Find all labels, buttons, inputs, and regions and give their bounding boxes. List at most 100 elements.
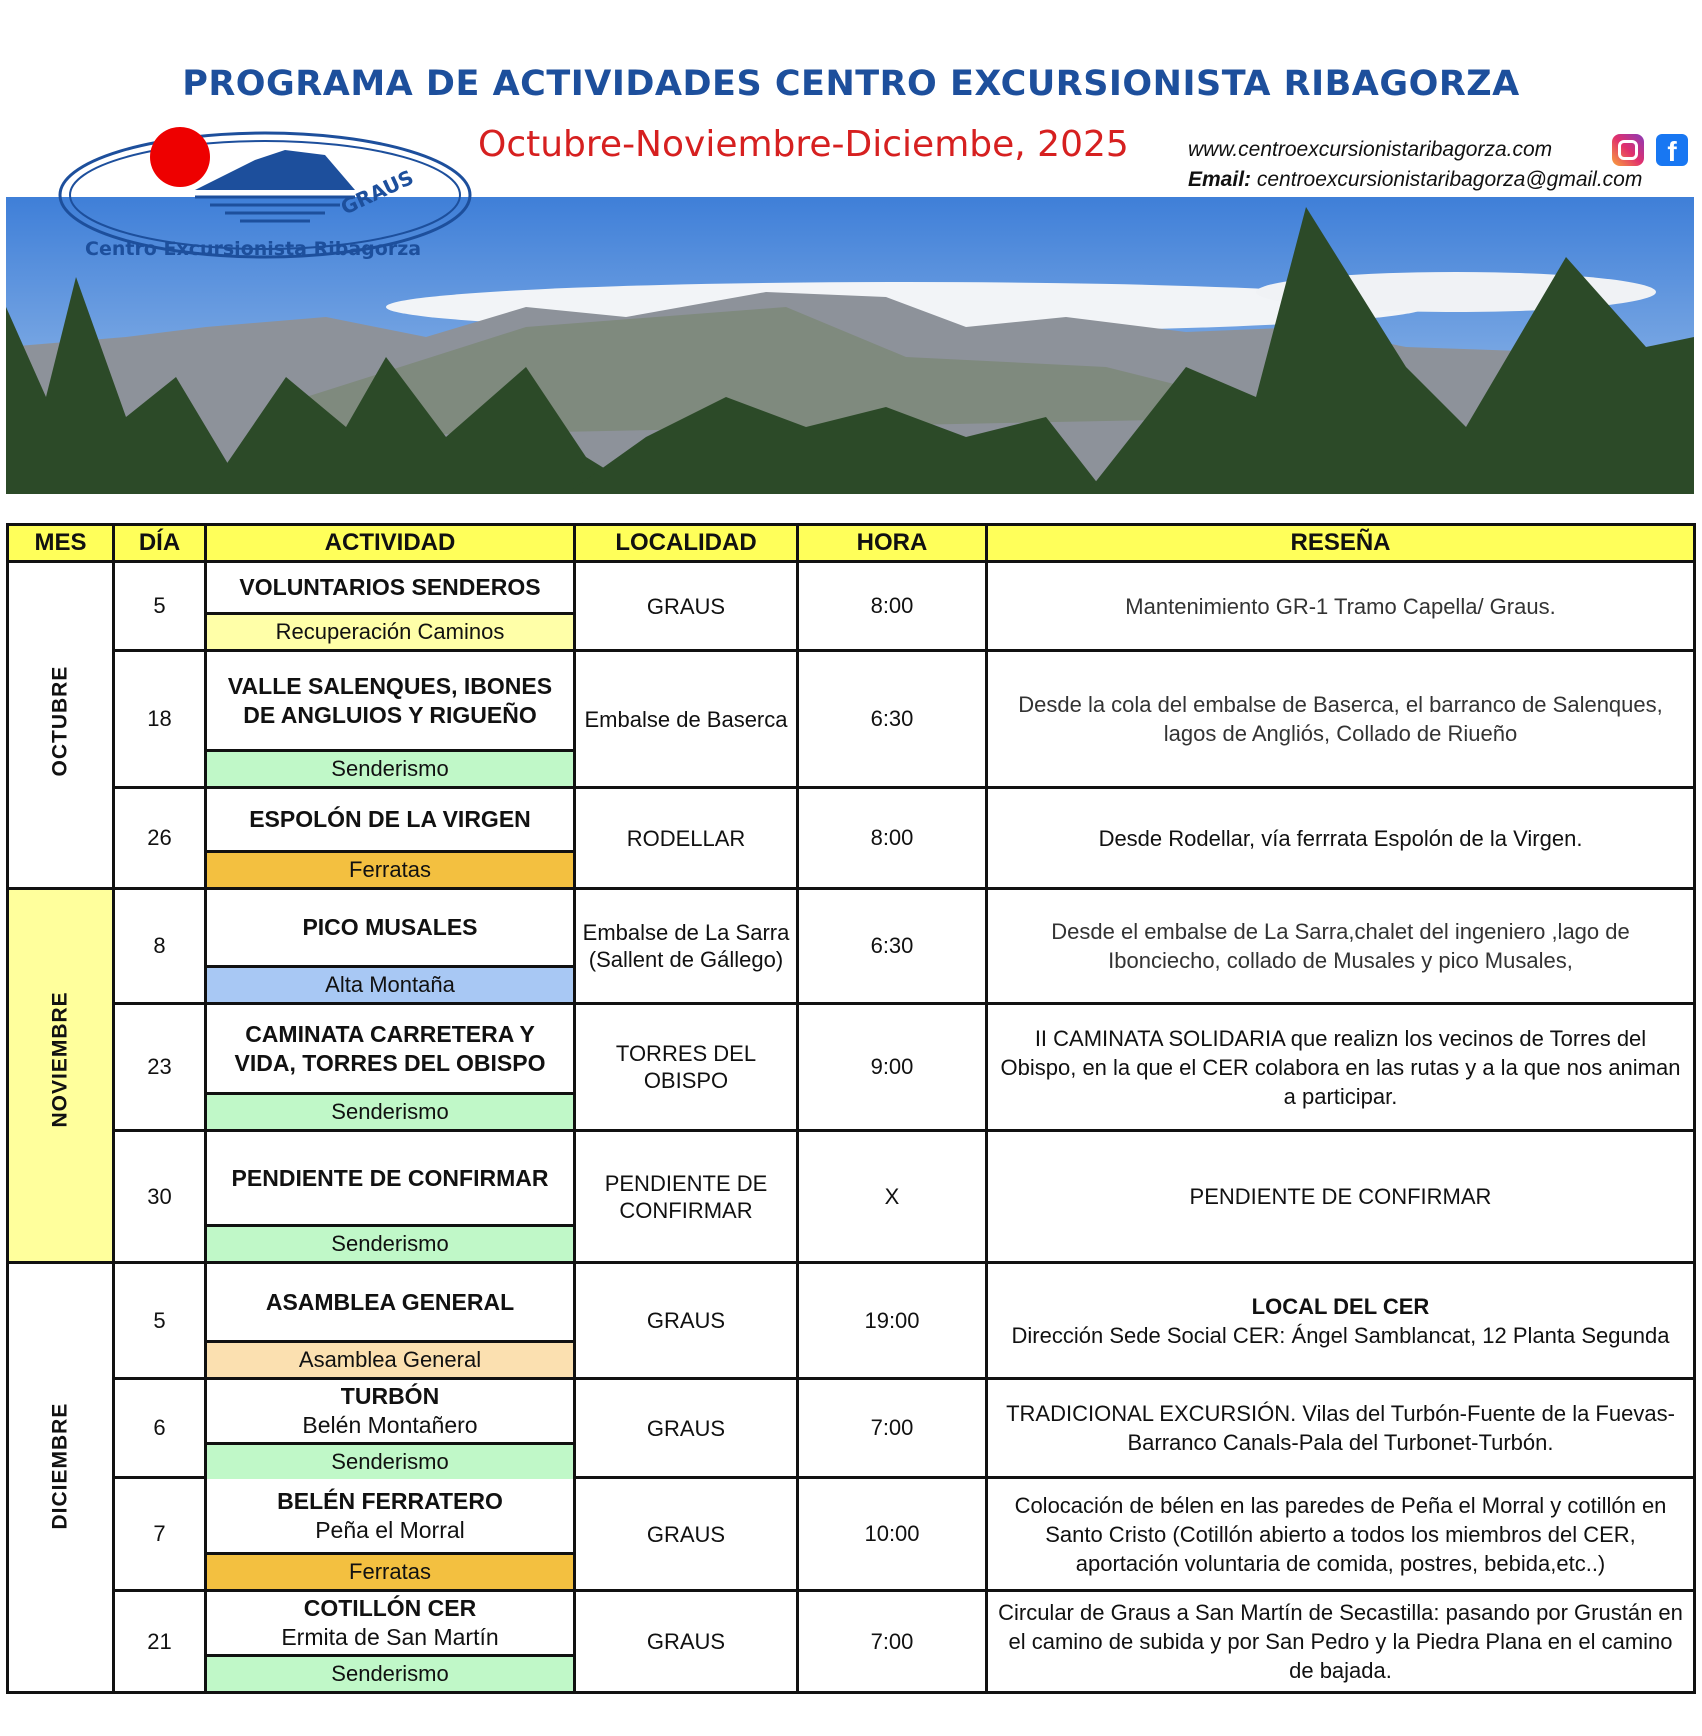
category-badge: Senderismo [207, 1445, 573, 1479]
time-cell: 7:00 [796, 1377, 988, 1479]
month-cell: DICIEMBRE [6, 1261, 115, 1694]
review-cell: Circular de Graus a San Martín de Secast… [985, 1589, 1696, 1694]
place-cell: GRAUS [573, 1476, 799, 1592]
day-cell: 7 [112, 1476, 207, 1592]
table-row: 6 TURBÓN Belén Montañero Senderismo GRAUS 7:0… [8, 1377, 1696, 1479]
place-cell: GRAUS [573, 560, 799, 652]
table-row: 21 COTILLÓN CER Ermita de San Martín Sender… [8, 1589, 1696, 1694]
table-row: DICIEMBRE 5 ASAMBLEA GENERAL Asamblea Gener… [6, 1261, 1696, 1694]
place-cell: Embalse de Baserca [573, 649, 799, 789]
place-cell: PENDIENTE DE CONFIRMAR [573, 1129, 799, 1264]
table-row: OCTUBRE 5 VOLUNTARIOS SENDEROS Recuperación… [6, 560, 1696, 890]
category-badge: Ferratas [207, 853, 573, 887]
day-cell: 5 [112, 560, 207, 652]
review-cell: LOCAL DEL CER Dirección Sede Social CER: … [985, 1261, 1696, 1380]
category-badge: Alta Montaña [207, 968, 573, 1002]
activity-title: PENDIENTE DE CONFIRMAR [231, 1164, 549, 1191]
club-logo: GRAUS Centro Excursionista Ribagorza [55, 125, 475, 300]
time-cell: 19:00 [796, 1261, 988, 1380]
facebook-icon[interactable]: f [1656, 134, 1688, 167]
review-heading: LOCAL DEL CER [1251, 1293, 1430, 1319]
website-link[interactable]: www.centroexcursionistaribagorza.com [1188, 138, 1553, 161]
page-subtitle: Octubre-Noviembre-Diciembe, 2025 [478, 124, 1129, 165]
column-header: LOCALIDAD [573, 523, 799, 563]
social-links: f [1612, 134, 1688, 167]
page-title: PROGRAMA DE ACTIVIDADES CENTRO EXCURSION… [182, 64, 1520, 104]
activity-cell: PENDIENTE DE CONFIRMAR Senderismo [204, 1129, 576, 1264]
place-cell: TORRES DEL OBISPO [573, 1002, 799, 1132]
header-photo [6, 197, 1694, 494]
day-cell: 6 [112, 1377, 207, 1479]
time-cell: 8:00 [796, 786, 988, 890]
review-cell: PENDIENTE DE CONFIRMAR [985, 1129, 1696, 1264]
email-link[interactable]: centroexcursionistaribagorza@gmail.com [1256, 168, 1643, 191]
activity-title: ASAMBLEA GENERAL [265, 1288, 515, 1315]
day-cell: 8 [112, 887, 207, 1005]
time-cell: 8:00 [796, 560, 988, 652]
column-header: MES [6, 523, 115, 563]
review-text: II CAMINATA SOLIDARIA que realizn los ve… [1000, 1025, 1681, 1109]
place-cell: RODELLAR [573, 786, 799, 890]
review-cell: TRADICIONAL EXCURSIÓN. Vilas del Turbón-… [985, 1377, 1696, 1479]
activity-title: BELÉN FERRATERO [277, 1487, 503, 1514]
activity-title: PICO MUSALES [302, 914, 478, 940]
day-cell: 5 [112, 1261, 207, 1380]
svg-text:Centro Excursionista Ribagor: Centro Excursionista Ribagorza [85, 238, 421, 260]
day-cell: 26 [112, 786, 207, 890]
category-badge: Senderismo [207, 1657, 573, 1691]
review-cell: II CAMINATA SOLIDARIA que realizn los ve… [985, 1002, 1696, 1132]
review-text: Mantenimiento GR-1 Tramo Capella/ Graus. [1125, 593, 1556, 619]
time-cell: 6:30 [796, 649, 988, 789]
review-text: Colocación de bélen en las paredes de Pe… [1014, 1492, 1667, 1576]
activity-title: VALLE SALENQUES, IBONES DE ANGLUIOS Y RI… [227, 672, 553, 728]
review-cell: Desde Rodellar, vía ferrrata Espolón de … [985, 786, 1696, 890]
activity-title: TURBÓN [340, 1383, 440, 1409]
review-text: Desde Rodellar, vía ferrrata Espolón de … [1098, 825, 1583, 851]
time-cell: 9:00 [796, 1002, 988, 1132]
activity-title: CAMINATA CARRETERA Y VIDA, TORRES DEL OB… [234, 1020, 546, 1076]
instagram-icon[interactable] [1612, 134, 1644, 166]
review-cell: Desde la cola del embalse de Baserca, el… [985, 649, 1696, 789]
place-cell: GRAUS [573, 1589, 799, 1694]
activity-cell: VALLE SALENQUES, IBONES DE ANGLUIOS Y RI… [204, 649, 576, 789]
category-badge: Ferratas [207, 1555, 573, 1589]
email-label: Email: [1188, 168, 1252, 191]
time-cell: 7:00 [796, 1589, 988, 1694]
day-cell: 18 [112, 649, 207, 789]
activity-cell: PICO MUSALES Alta Montaña [204, 887, 576, 1005]
review-text: TRADICIONAL EXCURSIÓN. Vilas del Turbón-… [1006, 1401, 1675, 1455]
review-text: Desde la cola del embalse de Baserca, el… [1018, 692, 1663, 746]
month-cell: OCTUBRE [6, 560, 115, 890]
email-line: Email: centroexcursionistaribagorza@gmai… [1188, 168, 1642, 192]
category-badge: Senderismo [207, 752, 573, 786]
review-cell: Desde el embalse de La Sarra,chalet del … [985, 887, 1696, 1005]
column-header: HORA [796, 523, 988, 563]
activity-subtitle: Ermita de San Martín [281, 1624, 499, 1650]
activity-cell: VOLUNTARIOS SENDEROS Recuperación Caminos [204, 560, 576, 652]
place-cell: GRAUS [573, 1261, 799, 1380]
day-cell: 23 [112, 1002, 207, 1132]
table-row: 23 CAMINATA CARRETERA Y VIDA, TORRES DEL … [8, 1002, 1696, 1132]
activity-subtitle: Peña el Morral [315, 1516, 465, 1543]
activity-title: COTILLÓN CER [303, 1595, 477, 1621]
table-row: 7 BELÉN FERRATERO Peña el Morral Ferratas GR… [8, 1476, 1696, 1592]
category-badge: Senderismo [207, 1095, 573, 1129]
activity-title: VOLUNTARIOS SENDEROS [239, 574, 541, 600]
place-cell: Embalse de La Sarra (Sallent de Gállego) [573, 887, 799, 1005]
review-cell: Colocación de bélen en las paredes de Pe… [985, 1476, 1696, 1592]
column-header: ACTIVIDAD [204, 523, 576, 563]
review-text: PENDIENTE DE CONFIRMAR [1189, 1184, 1492, 1209]
activity-cell: ESPOLÓN DE LA VIRGEN Ferratas [204, 786, 576, 890]
activity-cell: COTILLÓN CER Ermita de San Martín Senderis… [204, 1589, 576, 1694]
category-badge: Recuperación Caminos [207, 615, 573, 649]
svg-text:GRAUS: GRAUS [337, 165, 417, 219]
category-badge: Senderismo [207, 1227, 573, 1261]
table-row: 30 PENDIENTE DE CONFIRMAR Senderismo PENDIE… [8, 1129, 1696, 1264]
activity-cell: BELÉN FERRATERO Peña el Morral Ferratas [204, 1476, 576, 1592]
day-cell: 30 [112, 1129, 207, 1264]
table-row: 26 ESPOLÓN DE LA VIRGEN Ferratas RODELLAR 8:… [8, 786, 1696, 890]
review-text: Circular de Graus a San Martín de Secast… [998, 1600, 1683, 1683]
category-badge: Asamblea General [207, 1343, 573, 1377]
column-header: RESEÑA [985, 523, 1696, 563]
activity-cell: ASAMBLEA GENERAL Asamblea General [204, 1261, 576, 1380]
